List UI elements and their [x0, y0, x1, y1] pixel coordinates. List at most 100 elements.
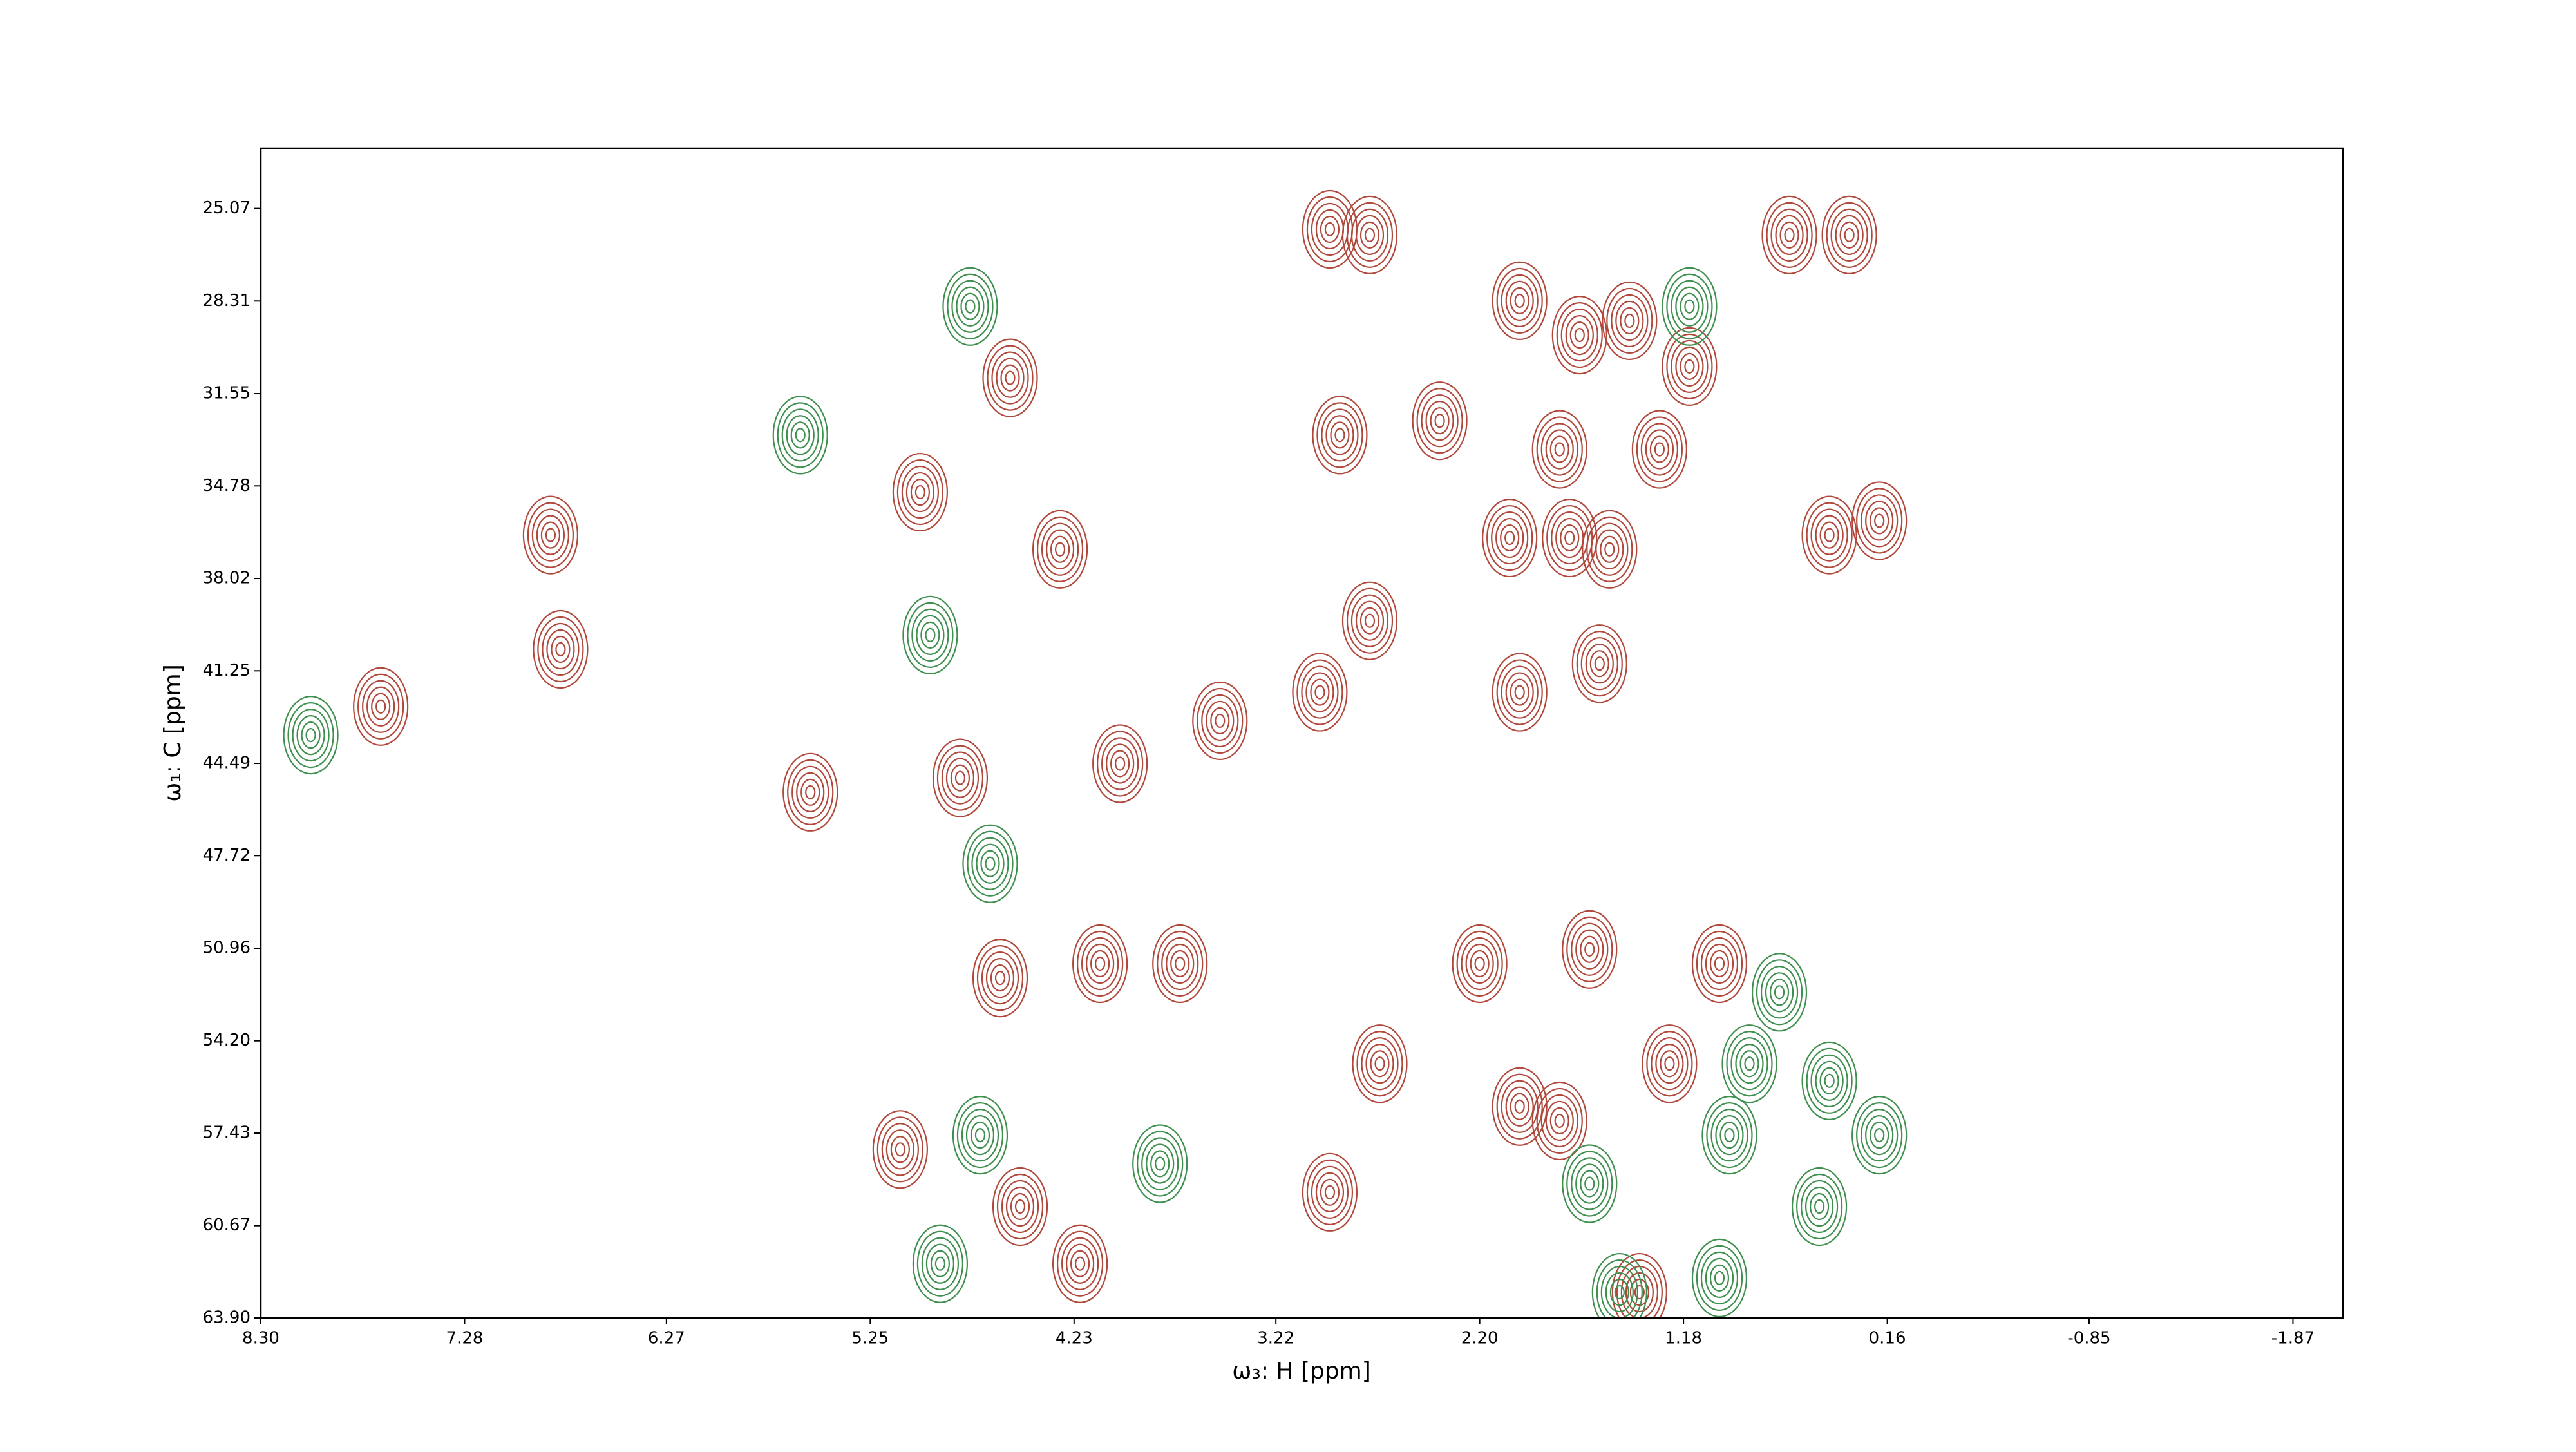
contour-level [1600, 535, 1620, 563]
contour-level [1779, 221, 1799, 249]
contour-level [1584, 1176, 1595, 1191]
contour-level [881, 1123, 919, 1176]
contour-level [1804, 1186, 1834, 1227]
contour-level [925, 627, 936, 642]
contour-level [1775, 215, 1804, 255]
contour-level [1620, 307, 1640, 335]
contour-level [1646, 1031, 1693, 1097]
contour-level [1642, 1024, 1698, 1103]
contour-level [1645, 429, 1674, 470]
contour-level [1495, 517, 1524, 559]
contour-level [1540, 423, 1578, 476]
contour-level [1739, 1050, 1759, 1078]
contour-level [951, 280, 989, 333]
contour-level [1350, 594, 1389, 647]
contour-level [1724, 1128, 1735, 1143]
contour-level [1624, 313, 1635, 329]
contour-level [945, 758, 975, 798]
contour-level [292, 709, 330, 762]
contour-level [545, 528, 556, 542]
contour-level [287, 702, 334, 769]
contour-level [1081, 937, 1119, 991]
contour-level [1709, 950, 1730, 978]
contour-level [1141, 1137, 1179, 1190]
y-tick-label: 57.43 [203, 1123, 251, 1143]
contour-level [1350, 208, 1389, 262]
contour-level [353, 667, 409, 746]
contour-level [1814, 1199, 1825, 1214]
y-tick-label: 44.49 [203, 754, 251, 773]
contour-level [555, 642, 566, 657]
contour-level [1150, 1150, 1170, 1178]
contour-level [1072, 924, 1128, 1004]
contour-level [930, 1250, 951, 1277]
contour-level [1636, 416, 1683, 482]
contour-level [1769, 979, 1790, 1006]
contour-level [1582, 510, 1638, 589]
contour-level [375, 699, 386, 714]
contour-level [994, 971, 1006, 986]
contour-level [527, 502, 574, 568]
contour-level [1760, 966, 1799, 1019]
contour-level [914, 484, 925, 500]
contour-level [1606, 287, 1653, 354]
contour-level [1320, 1178, 1340, 1206]
contour-level [1010, 1192, 1030, 1221]
contour-level [283, 696, 339, 775]
contour-level [1310, 678, 1330, 706]
contour-level [1861, 1109, 1899, 1162]
contour-level [795, 428, 806, 443]
contour-level [1819, 1067, 1839, 1094]
y-axis-label: ω₁: C [ppm] [160, 664, 186, 802]
contour-level [1549, 435, 1569, 463]
contour-level [1197, 687, 1244, 754]
contour-level [1551, 511, 1589, 565]
contour-level [1819, 521, 1839, 549]
contour-level [1839, 221, 1859, 249]
contour-level [886, 1129, 914, 1170]
contour-level [531, 508, 569, 562]
contour-level [1744, 1056, 1755, 1071]
x-tick-label: 6.27 [648, 1329, 685, 1348]
plot-frame [260, 147, 2344, 1319]
contour-level [1870, 1122, 1889, 1149]
contour-level [974, 1128, 986, 1143]
contour-level [1355, 215, 1385, 255]
contour-level [1640, 423, 1678, 476]
contour-level [1664, 1056, 1675, 1071]
y-tick-label: 60.67 [203, 1216, 251, 1235]
contour-level [991, 351, 1029, 405]
contour-level [1784, 227, 1795, 242]
contour-level [1301, 665, 1339, 719]
contour-level [1691, 1238, 1748, 1317]
contour-level [1505, 1086, 1534, 1127]
contour-level [301, 721, 321, 749]
contour-level [1536, 1087, 1583, 1154]
contour-level [1500, 524, 1520, 552]
contour-level [925, 1243, 955, 1284]
contour-level [1531, 410, 1587, 489]
contour-level [1465, 943, 1494, 984]
contour-level [1050, 535, 1070, 563]
contour-level [1701, 1096, 1757, 1175]
contour-level [1341, 581, 1398, 660]
contour-level [1705, 943, 1734, 984]
contour-level [1591, 1252, 1647, 1318]
contour-level [1330, 421, 1350, 449]
contour-level [790, 421, 810, 449]
contour-level [1560, 308, 1598, 362]
contour-level [1826, 202, 1873, 268]
contour-level [1586, 516, 1633, 582]
contour-level [1684, 359, 1695, 374]
contour-level [1571, 624, 1627, 703]
contour-level [1531, 1081, 1587, 1161]
contour-level [1766, 202, 1813, 268]
contour-level [1566, 1151, 1613, 1217]
contour-level [1170, 950, 1190, 978]
contour-level [1546, 504, 1593, 571]
x-tick-label: 0.16 [1869, 1329, 1906, 1348]
contour-area [283, 189, 1908, 1318]
contour-level [1714, 956, 1725, 971]
contour-level [1054, 542, 1066, 557]
